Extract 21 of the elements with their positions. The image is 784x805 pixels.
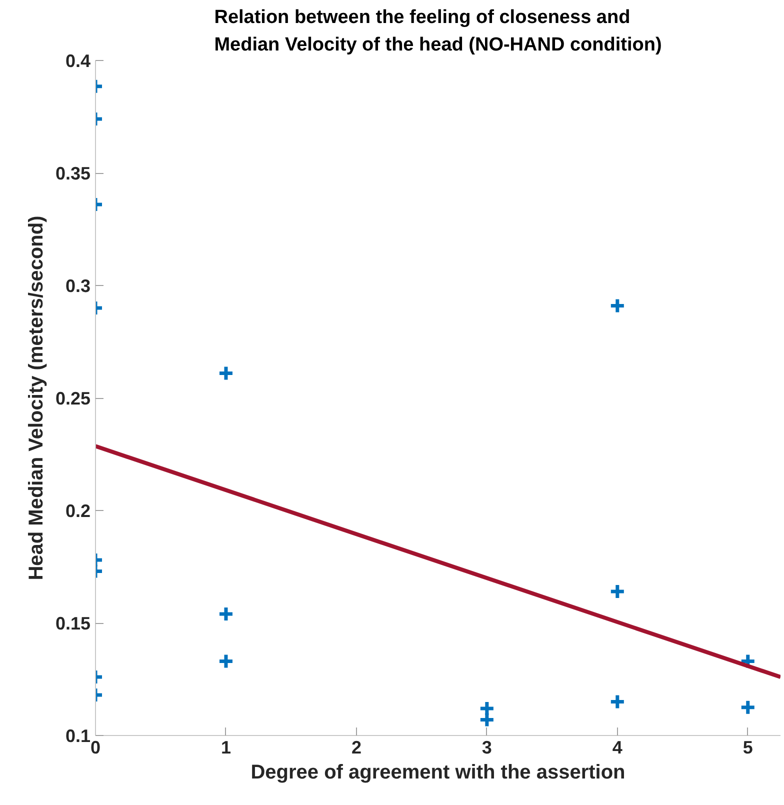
y-tick-label: 0.15 (55, 614, 91, 634)
x-axis-title: Degree of agreement with the assertion (250, 762, 626, 784)
y-tick-label: 0.4 (65, 51, 91, 71)
x-tick-label: 4 (612, 738, 622, 758)
x-tick-label: 3 (482, 738, 492, 758)
point (478, 712, 496, 728)
point (740, 699, 756, 716)
y-tick-label: 0.35 (55, 164, 91, 184)
y-tick-label: 0.3 (65, 276, 91, 296)
y-tick-label: 0.25 (55, 388, 91, 408)
point (609, 298, 626, 314)
point (609, 694, 626, 710)
y-tick-label: 0.1 (65, 726, 91, 746)
x-tick-label: 2 (351, 738, 362, 758)
chart-title: Relation between the feeling of closeness and Median Velocity of the head (NO-HAND condition) (214, 7, 662, 56)
y-tick-label: 0.2 (65, 501, 91, 521)
x-tick-label: 5 (742, 738, 753, 758)
point (609, 583, 626, 600)
x-tick-label: 0 (90, 738, 101, 758)
x-tick-label: 1 (220, 738, 231, 758)
y-axis-title: Head Median Velocity (meters/second) (25, 216, 48, 580)
